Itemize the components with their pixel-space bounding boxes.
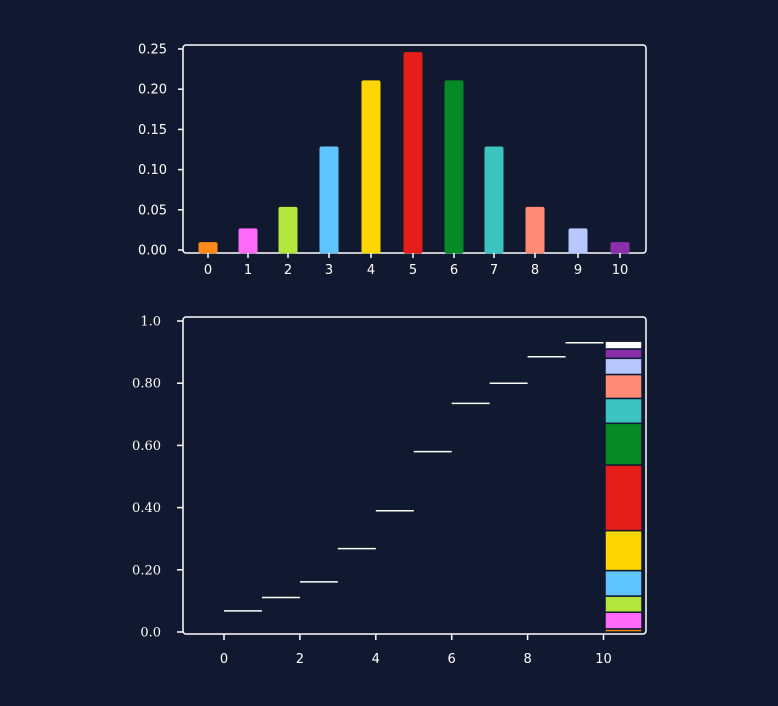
- x-tick-label: 2: [296, 652, 304, 667]
- bar-3: [319, 146, 339, 254]
- stacked-segment-7: [604, 397, 643, 425]
- bar-2: [278, 206, 298, 254]
- x-tick-label: 8: [523, 652, 531, 667]
- stacked-segment-4: [604, 529, 643, 572]
- x-tick-label: 1: [244, 263, 252, 278]
- stacked-segment-9: [604, 357, 643, 376]
- x-tick-label: 7: [490, 263, 498, 278]
- y-tick-label: 0.20: [132, 563, 161, 578]
- stacked-segment-1: [604, 611, 643, 630]
- x-tick-label: 0: [204, 263, 212, 278]
- x-tick-label: 8: [531, 263, 539, 278]
- y-tick-label: 0.20: [138, 83, 167, 98]
- x-tick-label: 5: [409, 263, 417, 278]
- x-tick-label: 4: [372, 652, 380, 667]
- stacked-segment-2: [604, 595, 643, 614]
- y-tick-label: 0.05: [138, 203, 167, 218]
- y-tick-label: 0.00: [138, 244, 167, 259]
- y-tick-label: 0.10: [138, 163, 167, 178]
- y-tick-label: 0.60: [132, 439, 161, 454]
- x-tick-label: 9: [574, 263, 582, 278]
- bar-7: [484, 146, 504, 254]
- y-tick-label: 0.80: [132, 377, 161, 392]
- x-tick-label: 3: [325, 263, 333, 278]
- y-tick-label: 0.15: [138, 123, 167, 138]
- bar-6: [444, 80, 464, 254]
- x-tick-label: 4: [367, 263, 375, 278]
- bar-0: [198, 242, 218, 254]
- bar-8: [525, 206, 545, 254]
- cdf-step-chart: 0.0 0.20 0.40 0.60 0.80 1.0 0 2 4 6 8 10: [132, 315, 647, 667]
- stacked-segment-10: [604, 348, 643, 360]
- x-tick-label: 10: [595, 652, 612, 667]
- bar-1: [238, 228, 258, 254]
- x-tick-label: 6: [448, 652, 456, 667]
- bar-5: [403, 52, 423, 254]
- stacked-segment-6: [604, 422, 643, 466]
- stacked-segment-11: [604, 340, 643, 350]
- y-tick-label: 0.0: [140, 626, 161, 641]
- bar-10: [610, 242, 630, 254]
- x-tick-label: 10: [612, 263, 629, 278]
- step-chart-frame: [182, 316, 647, 635]
- x-tick-label: 6: [450, 263, 458, 278]
- stacked-segment-8: [604, 373, 643, 400]
- y-tick-label: 0.25: [138, 43, 167, 58]
- bar-9: [568, 228, 588, 254]
- y-tick-label: 0.40: [132, 501, 161, 516]
- stacked-segment-5: [604, 464, 643, 532]
- stacked-segment-3: [604, 569, 643, 597]
- x-tick-label: 0: [220, 652, 228, 667]
- pmf-bar-chart: 0.00 0.05 0.10 0.15 0.20 0.25 0 1 2 3 4 5 6 7 8 9 10: [138, 43, 647, 278]
- x-tick-label: 2: [284, 263, 292, 278]
- bar-4: [361, 80, 381, 254]
- y-tick-label: 1.0: [140, 315, 161, 330]
